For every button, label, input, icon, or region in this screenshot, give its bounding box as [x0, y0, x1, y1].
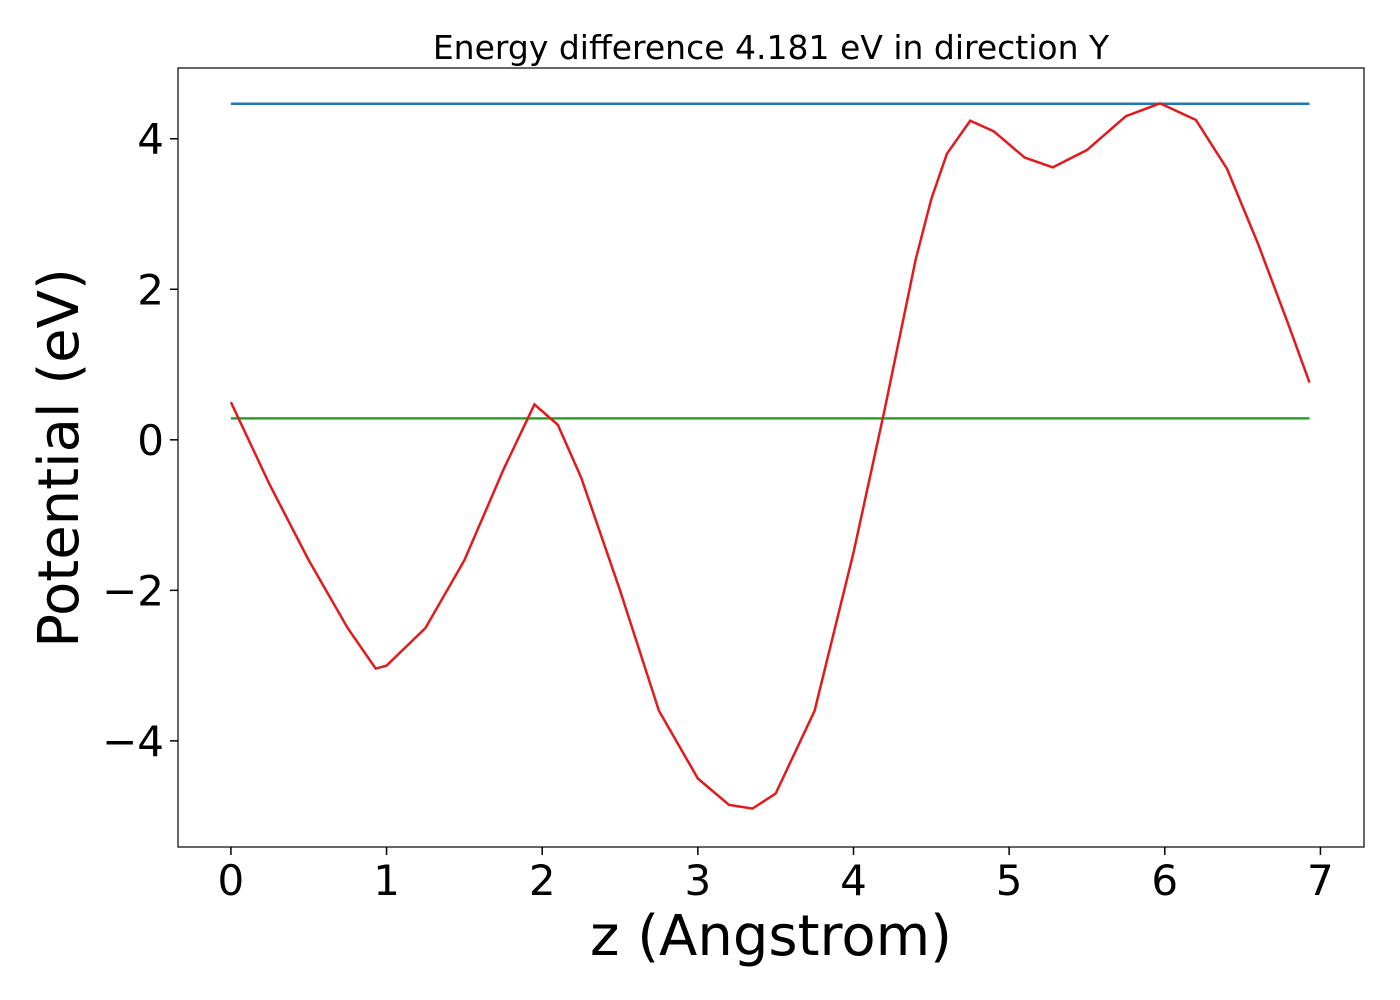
y-tick-label: 2	[137, 265, 164, 314]
y-tick-label: 4	[137, 115, 164, 164]
x-tick-label: 6	[1151, 856, 1178, 905]
x-tick-label: 7	[1307, 856, 1334, 905]
x-tick-label: 0	[218, 856, 245, 905]
plot-frame	[177, 67, 1365, 848]
line-series	[229, 102, 1311, 810]
x-tick-label: 4	[840, 856, 867, 905]
x-axis-label: z (Angstrom)	[590, 904, 952, 969]
x-tick-label: 1	[373, 856, 400, 905]
y-axis-label: Potential (eV)	[27, 268, 92, 648]
x-tick-label: 2	[529, 856, 556, 905]
y-tick-label: −2	[102, 566, 164, 615]
y-tick-label: −4	[102, 717, 164, 766]
chart-title: Energy difference 4.181 eV in direction …	[433, 28, 1110, 67]
x-tick-label: 3	[684, 856, 711, 905]
x-tick-label: 5	[996, 856, 1023, 905]
y-tick-label: 0	[137, 416, 164, 465]
